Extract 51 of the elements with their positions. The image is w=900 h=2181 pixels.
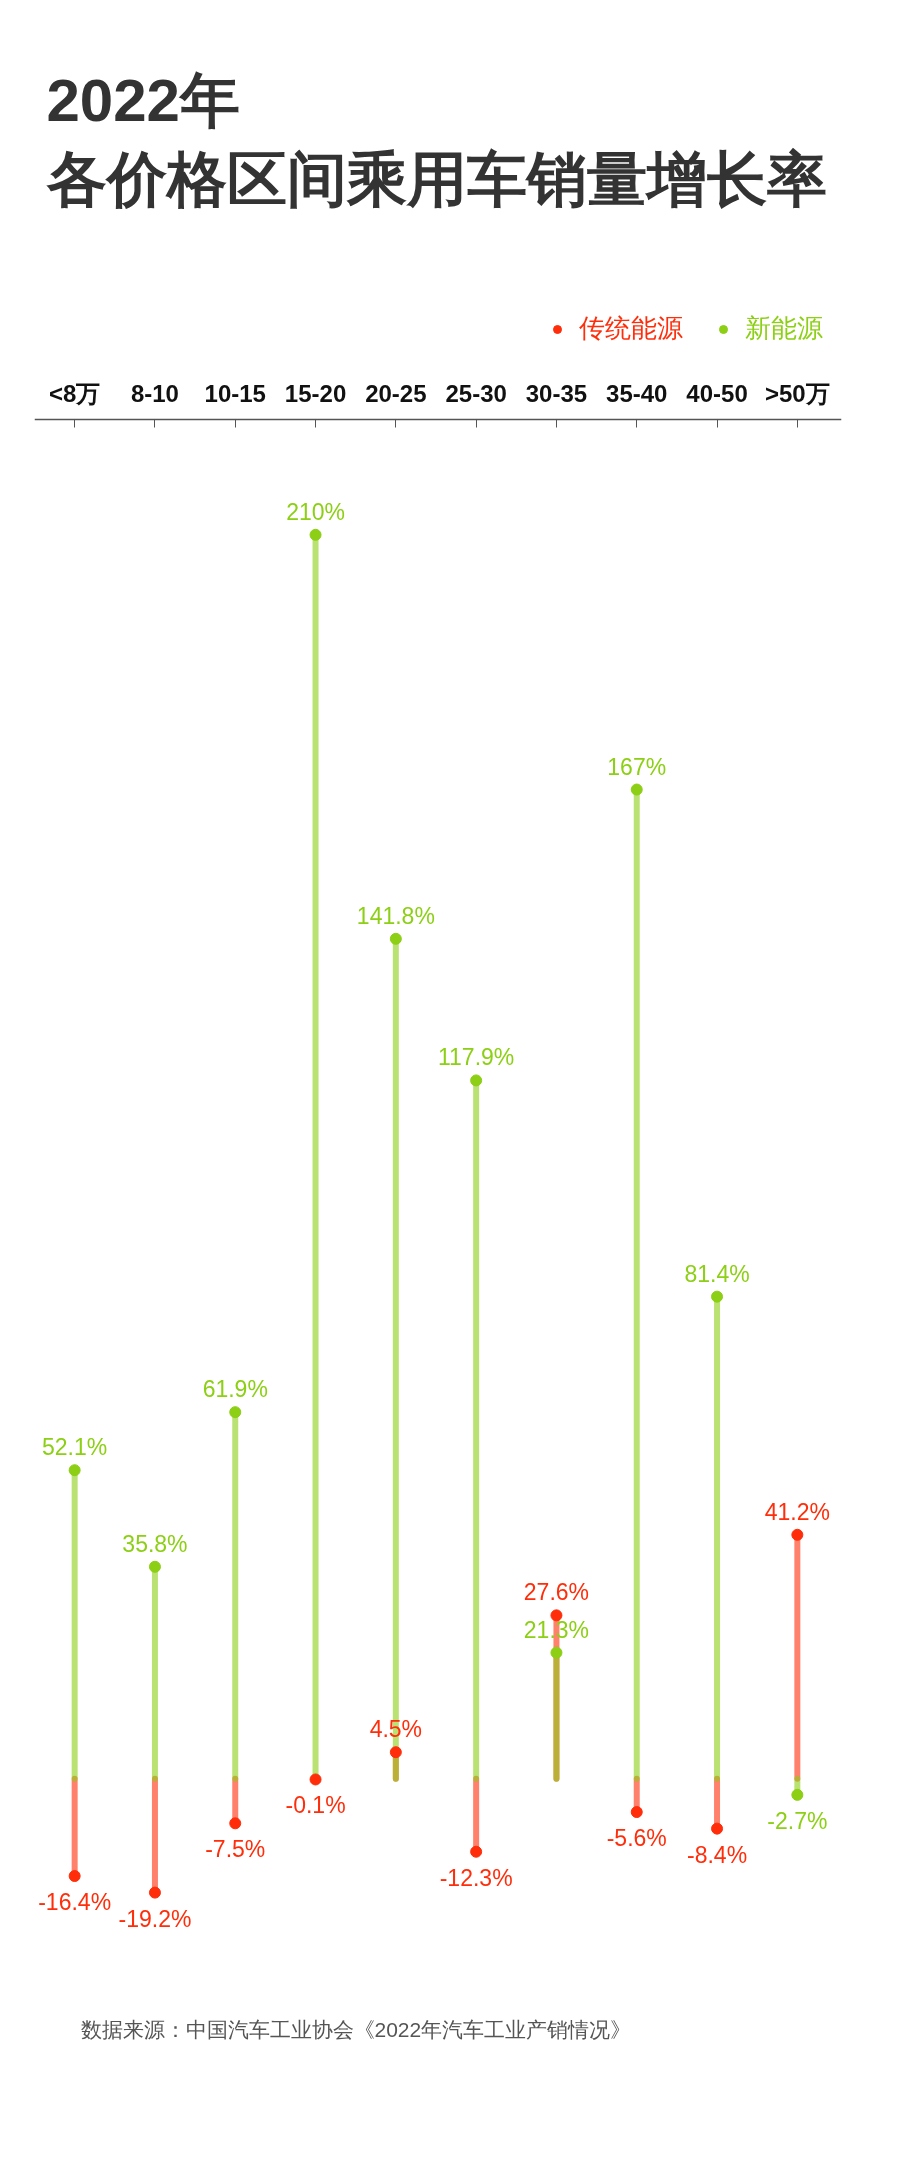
data-label: 167%: [607, 753, 667, 780]
x-tick-label: 35-40: [606, 380, 668, 408]
x-tick-label: 25-30: [445, 380, 507, 408]
data-label: 141.8%: [356, 902, 435, 929]
x-tick-label: 8-10: [130, 380, 179, 408]
point: [229, 1406, 242, 1419]
data-label: 117.9%: [437, 1044, 515, 1071]
data-label: -19.2%: [118, 1905, 192, 1932]
point: [711, 1290, 724, 1303]
x-tick-label: 40-50: [686, 380, 748, 408]
data-label: -12.3%: [439, 1864, 513, 1891]
x-tick-label: 10-15: [204, 380, 266, 408]
data-label: 81.4%: [684, 1260, 750, 1287]
point: [389, 932, 402, 945]
legend-label: 传统能源: [579, 312, 683, 345]
point: [711, 1822, 724, 1835]
point: [470, 1074, 483, 1087]
point: [68, 1464, 81, 1477]
point: [229, 1817, 242, 1830]
chart-subtitle: 各价格区间乘用车销量增长率: [45, 145, 827, 213]
point: [470, 1845, 483, 1858]
point: [309, 528, 322, 541]
point: [791, 1528, 804, 1541]
point: [68, 1870, 81, 1883]
data-label: 61.9%: [202, 1376, 268, 1403]
point: [148, 1886, 161, 1899]
data-label: 210%: [286, 498, 345, 525]
point: [389, 1746, 402, 1759]
data-label: -7.5%: [205, 1836, 266, 1863]
data-label: 27.6%: [523, 1579, 590, 1606]
data-label: 52.1%: [42, 1434, 108, 1461]
point: [148, 1560, 161, 1573]
data-label: 41.2%: [764, 1498, 830, 1525]
x-tick-label: 20-25: [365, 380, 427, 408]
point: [630, 783, 643, 796]
x-tick-label: 30-35: [525, 380, 588, 408]
chart-title: 2022年: [46, 66, 240, 134]
legend-label: 新能源: [745, 312, 823, 345]
x-tick-label: >50万: [764, 380, 830, 408]
x-tick-label: 15-20: [284, 380, 347, 408]
point: [630, 1806, 643, 1819]
data-label: -5.6%: [606, 1825, 667, 1852]
data-label: -8.4%: [687, 1841, 748, 1868]
data-label: -0.1%: [285, 1792, 346, 1819]
data-label: -16.4%: [38, 1889, 112, 1916]
source-note: 数据来源：中国汽车工业协会《2022年汽车工业产销情况》: [80, 2017, 632, 2041]
point: [791, 1788, 804, 1801]
point: [550, 1646, 563, 1659]
data-label: -2.7%: [767, 1807, 828, 1834]
data-label: 35.8%: [122, 1530, 188, 1557]
x-tick-label: <8万: [48, 380, 101, 408]
